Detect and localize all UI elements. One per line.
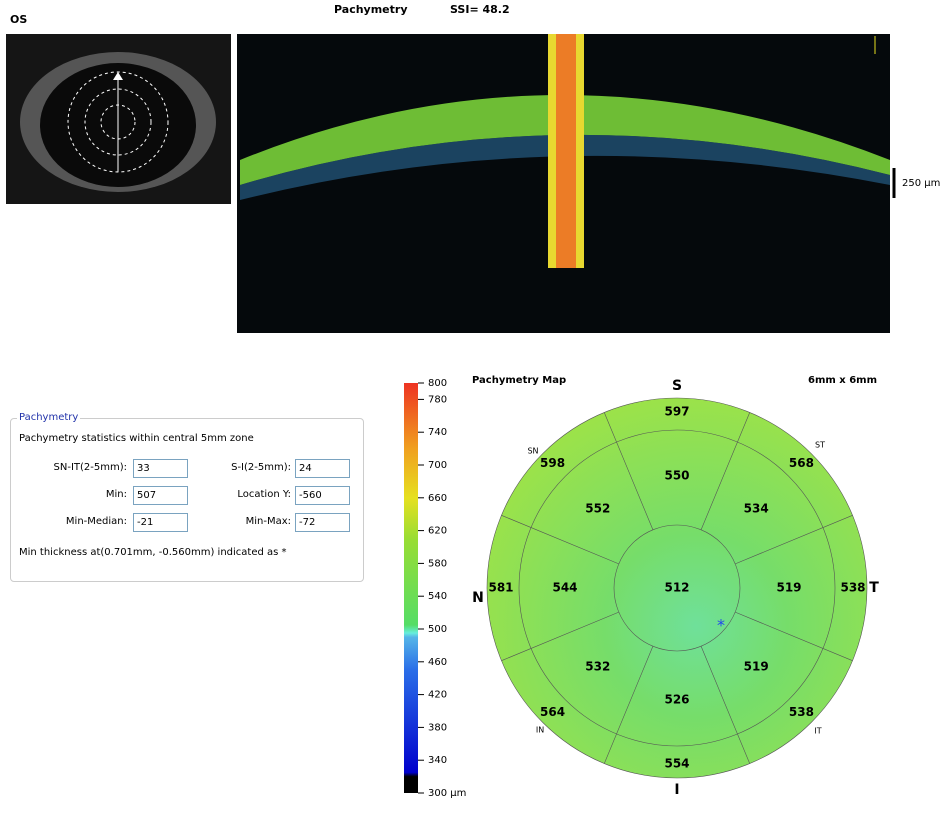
statistics-panel: Pachymetry Pachymetry statistics within …	[10, 412, 364, 582]
field-label: Min:	[105, 489, 127, 500]
sector-divider	[501, 515, 619, 565]
scale-tick-label: 660	[428, 493, 447, 504]
panel-note: Min thickness at(0.701mm, -0.560mm) indi…	[19, 547, 287, 558]
panel-legend: Pachymetry	[17, 412, 81, 423]
sector-label: SN	[527, 447, 538, 456]
scale-tick-label: 540	[428, 591, 447, 602]
sector-thickness: 581	[488, 581, 513, 595]
field-label: SN-IT(2-5mm):	[53, 462, 127, 473]
field-value: -21	[133, 513, 188, 532]
sector-thickness: 538	[840, 581, 865, 595]
map-title: Pachymetry Map	[472, 375, 566, 386]
compass: I	[674, 782, 679, 798]
panel-description: Pachymetry statistics within central 5mm…	[19, 433, 254, 444]
arrow	[113, 72, 123, 80]
min-marker: *	[717, 616, 725, 635]
scale-tick-label: 460	[428, 657, 447, 668]
sector-label: ST	[815, 441, 825, 450]
sector-divider	[604, 412, 654, 530]
sector-thickness: 552	[585, 501, 610, 515]
eye-label: OS	[10, 13, 27, 26]
scale-tick-label: 420	[428, 690, 447, 701]
field-value: 24	[295, 459, 350, 478]
scale-tick-label: 780	[428, 394, 447, 405]
field-label: Min-Median:	[65, 516, 127, 527]
sector-divider	[735, 611, 853, 661]
scale-tick-label: 620	[428, 526, 447, 537]
cornea	[240, 95, 890, 185]
scale-tick-label: 800	[428, 378, 447, 389]
sector-divider	[700, 646, 750, 764]
sector-divider	[604, 646, 654, 764]
compass: T	[869, 580, 879, 596]
sector-divider	[501, 611, 619, 661]
field-value: -72	[295, 513, 350, 532]
scale-tick-label: 700	[428, 460, 447, 471]
map-size: 6mm x 6mm	[808, 375, 877, 386]
field-value: 33	[133, 459, 188, 478]
sector-divider	[700, 412, 750, 530]
sector-thickness: 538	[789, 705, 814, 719]
sector-divider	[735, 515, 853, 565]
scale-tick-label: 580	[428, 558, 447, 569]
sector-label: IT	[814, 727, 821, 736]
map-grid	[518, 429, 836, 747]
scale-tick-label: 300 µm	[428, 788, 466, 799]
field-value: -560	[295, 486, 350, 505]
sector-thickness: 597	[664, 405, 689, 419]
sector-thickness: 550	[664, 469, 689, 483]
color-scale	[404, 383, 418, 793]
sector-label: IN	[536, 726, 544, 735]
map-disc	[486, 397, 868, 779]
ssi: SSI= 48.2	[450, 3, 510, 16]
scale-tick-label: 340	[428, 755, 447, 766]
field-label: Min-Max:	[245, 516, 291, 527]
sector-thickness: 598	[540, 456, 565, 470]
reflex-core	[556, 34, 576, 268]
scan-title: Pachymetry	[334, 3, 408, 16]
field-value: 507	[133, 486, 188, 505]
center-thickness: 512	[664, 581, 689, 595]
cornea-posterior	[240, 134, 890, 200]
sector-thickness: 544	[552, 581, 577, 595]
compass: N	[472, 590, 484, 606]
field-label: Location Y:	[237, 489, 291, 500]
compass: S	[672, 378, 682, 394]
sector-thickness: 534	[744, 501, 769, 515]
sector-thickness: 554	[664, 757, 689, 771]
scale-bar-label: 250 µm	[902, 178, 940, 189]
sector-thickness: 568	[789, 456, 814, 470]
scale-tick-label: 380	[428, 722, 447, 733]
sector-thickness: 519	[776, 581, 801, 595]
scale-tick-label: 740	[428, 427, 447, 438]
scale-tick-label: 500	[428, 624, 447, 635]
field-label: S-I(2-5mm):	[231, 462, 291, 473]
sector-thickness: 564	[540, 705, 565, 719]
sector-thickness: 519	[744, 660, 769, 674]
sector-thickness: 526	[664, 693, 689, 707]
sector-thickness: 532	[585, 660, 610, 674]
